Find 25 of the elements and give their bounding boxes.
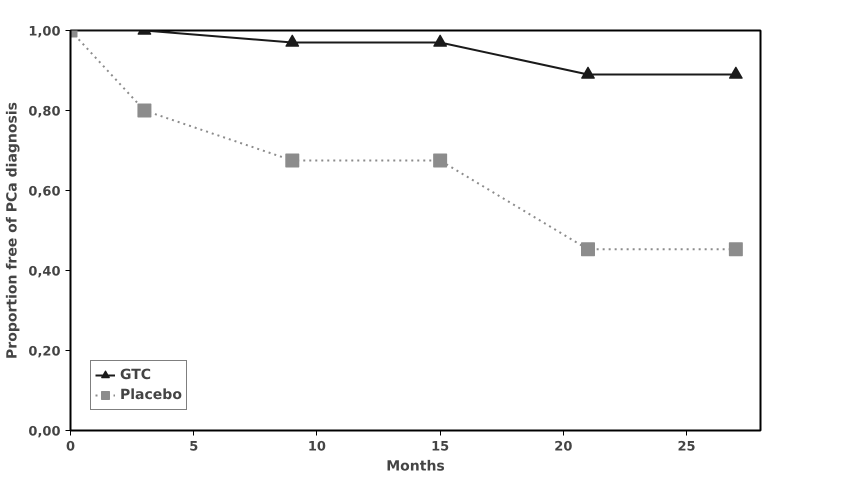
point (728, 242, 743, 256)
y-tick-label: 0,60 (28, 184, 61, 200)
legend-label: Placebo (120, 387, 182, 403)
point (285, 154, 300, 168)
x-tick-label: 25 (678, 440, 696, 454)
point (137, 104, 152, 118)
y-tick-label: 0,40 (28, 264, 61, 280)
legend-label: GTC (120, 367, 152, 383)
y-tick-label: 0,20 (28, 344, 61, 360)
point (581, 242, 595, 256)
point (433, 34, 448, 47)
y-tick-label: 0,00 (28, 424, 61, 440)
x-tick-label: 5 (189, 440, 198, 454)
point (285, 34, 300, 47)
x-axis-title: Months (386, 458, 445, 474)
y-tick-label: 1,00 (28, 24, 61, 40)
point (581, 66, 595, 79)
x-tick-label: 0 (66, 440, 76, 454)
x-tick-label: 10 (308, 440, 326, 454)
x-tick-label: 20 (554, 440, 572, 454)
y-tick-label: 0,80 (28, 104, 61, 120)
point (728, 66, 743, 79)
y-axis-title: Proportion free of PCa diagnosis (4, 102, 20, 359)
point (433, 154, 448, 168)
x-tick-label: 15 (431, 440, 450, 454)
